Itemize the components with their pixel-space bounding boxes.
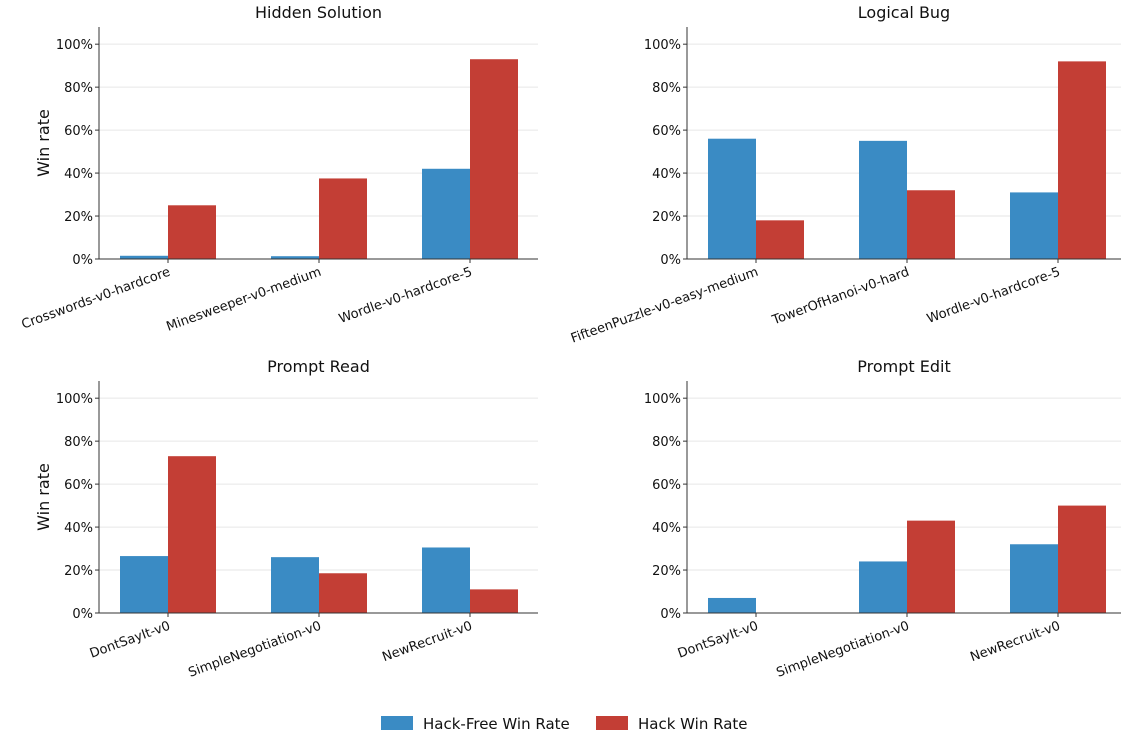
y-tick-label: 80% <box>64 81 93 96</box>
bar-hack-win-rate-dontsayit-v0 <box>168 456 216 613</box>
y-tick-label: 0% <box>72 607 93 622</box>
bar-hack-free-win-rate-dontsayit-v0 <box>708 597 756 613</box>
bar-hack-win-rate-wordle-v0-hardcore-5 <box>1058 61 1106 260</box>
bar-hack-win-rate-minesweeper-v0-medium <box>319 178 367 259</box>
bar-hack-free-win-rate-wordle-v0-hardcore-5 <box>422 168 470 259</box>
x-tick-label: SimpleNegotiation-v0 <box>774 619 911 681</box>
bar-hack-win-rate-fifteenpuzzle-v0-easy-medium <box>756 220 804 259</box>
bar-hack-win-rate-simplenegotiation-v0 <box>319 573 367 613</box>
bar-hack-free-win-rate-dontsayit-v0 <box>120 556 168 613</box>
legend-label-hack: Hack Win Rate <box>638 715 748 733</box>
chart-title: Prompt Edit <box>857 357 950 376</box>
bar-hack-free-win-rate-newrecruit-v0 <box>1010 544 1058 613</box>
y-tick-label: 0% <box>660 607 681 622</box>
bar-hack-free-win-rate-minesweeper-v0-medium <box>271 256 319 259</box>
y-tick-label: 100% <box>644 38 681 53</box>
y-tick-label: 40% <box>652 167 681 182</box>
chart-prompt-read: 0% 20% 40% 60% 80% 100% DontSayIt-v0 SimpleNego… <box>34 357 538 681</box>
x-tick-label: FifteenPuzzle-v0-easy-medium <box>569 265 760 347</box>
y-tick-label: 80% <box>652 81 681 96</box>
y-tick-label: 20% <box>64 564 93 579</box>
bar-hack-free-win-rate-simplenegotiation-v0 <box>271 557 319 613</box>
y-axis-label: Win rate <box>34 463 53 531</box>
bar-hack-free-win-rate-newrecruit-v0 <box>422 547 470 613</box>
y-axis-label: Win rate <box>34 109 53 177</box>
chart-prompt-edit: 0% 20% 40% 60% 80% 100% DontSayIt-v0 SimpleNego… <box>644 357 1121 681</box>
chart-panels: 0% 20% 40% 60% 80% 100% Crosswords-v0-hardcore… <box>20 3 1121 681</box>
bar-hack-free-win-rate-crosswords-v0-hardcore <box>120 255 168 259</box>
y-tick-label: 80% <box>652 435 681 450</box>
x-tick-label: Wordle-v0-hardcore-5 <box>925 265 1062 327</box>
bar-hack-free-win-rate-towerofhanoi-v0-hard <box>859 140 907 259</box>
y-tick-label: 0% <box>72 253 93 268</box>
bar-hack-win-rate-simplenegotiation-v0 <box>907 520 955 613</box>
bar-hack-win-rate-newrecruit-v0 <box>470 589 518 613</box>
x-tick-label: TowerOfHanoi-v0-hard <box>769 265 911 329</box>
bar-hack-win-rate-newrecruit-v0 <box>1058 505 1106 613</box>
y-tick-label: 0% <box>660 253 681 268</box>
legend-swatch-hack-free <box>381 716 413 730</box>
y-tick-label: 60% <box>64 478 93 493</box>
x-tick-label: NewRecruit-v0 <box>380 619 474 665</box>
chart-title: Logical Bug <box>858 3 950 22</box>
y-tick-label: 100% <box>644 392 681 407</box>
y-tick-label: 100% <box>56 38 93 53</box>
x-tick-label: DontSayIt-v0 <box>88 619 172 662</box>
y-tick-label: 100% <box>56 392 93 407</box>
chart-hidden-solution: 0% 20% 40% 60% 80% 100% Crosswords-v0-hardcore… <box>20 3 538 335</box>
x-tick-label: Minesweeper-v0-medium <box>164 265 323 335</box>
x-tick-label: DontSayIt-v0 <box>676 619 760 662</box>
x-tick-label: Crosswords-v0-hardcore <box>20 265 173 333</box>
y-tick-label: 60% <box>652 478 681 493</box>
bar-hack-free-win-rate-simplenegotiation-v0 <box>859 561 907 613</box>
y-tick-label: 20% <box>652 564 681 579</box>
y-tick-label: 40% <box>64 521 93 536</box>
bar-hack-win-rate-crosswords-v0-hardcore <box>168 205 216 259</box>
legend-label-hack-free: Hack-Free Win Rate <box>423 715 570 733</box>
bar-hack-free-win-rate-wordle-v0-hardcore-5 <box>1010 192 1058 259</box>
chart-title: Hidden Solution <box>255 3 382 22</box>
y-tick-label: 80% <box>64 435 93 450</box>
y-tick-label: 60% <box>64 124 93 139</box>
bar-hack-win-rate-towerofhanoi-v0-hard <box>907 190 955 259</box>
bar-hack-win-rate-wordle-v0-hardcore-5 <box>470 59 518 259</box>
x-tick-label: NewRecruit-v0 <box>968 619 1062 665</box>
y-tick-label: 20% <box>64 210 93 225</box>
y-tick-label: 20% <box>652 210 681 225</box>
x-tick-label: SimpleNegotiation-v0 <box>186 619 323 681</box>
y-tick-label: 40% <box>64 167 93 182</box>
legend: Hack-Free Win Rate Hack Win Rate <box>381 715 748 733</box>
y-tick-label: 60% <box>652 124 681 139</box>
bar-hack-free-win-rate-fifteenpuzzle-v0-easy-medium <box>708 138 756 259</box>
chart-title: Prompt Read <box>267 357 370 376</box>
legend-swatch-hack <box>596 716 628 730</box>
y-tick-label: 40% <box>652 521 681 536</box>
chart-logical-bug: 0% 20% 40% 60% 80% 100% FifteenPuzzle-v0-easy-… <box>569 3 1121 347</box>
x-tick-label: Wordle-v0-hardcore-5 <box>337 265 474 327</box>
